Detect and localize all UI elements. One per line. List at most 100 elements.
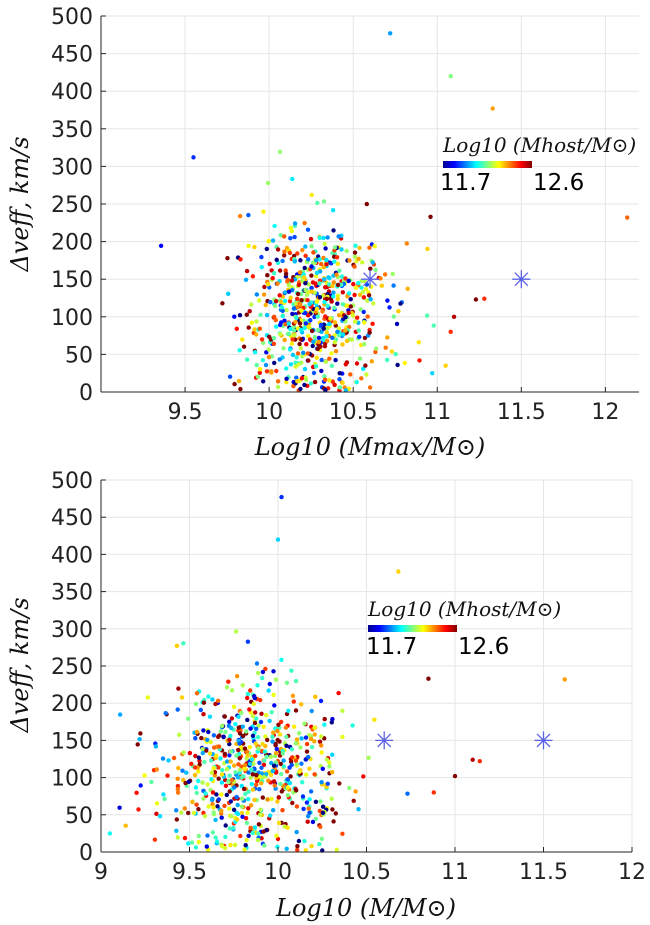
- data-point: [430, 371, 435, 376]
- data-point: [244, 837, 249, 843]
- data-point: [260, 795, 265, 800]
- data-point: [279, 494, 284, 500]
- data-point: [257, 326, 262, 331]
- data-point: [371, 301, 376, 306]
- data-point: [266, 282, 271, 287]
- data-point: [324, 330, 329, 335]
- data-point: [290, 755, 295, 760]
- data-point: [261, 829, 266, 834]
- data-point: [270, 768, 275, 774]
- data-point: [228, 799, 233, 804]
- data-point: [477, 759, 482, 764]
- data-point: [286, 283, 291, 288]
- data-point: [145, 695, 150, 700]
- x-tick-label: 9: [94, 860, 108, 885]
- data-point: [296, 282, 302, 288]
- data-point: [272, 271, 277, 276]
- data-point: [334, 272, 339, 277]
- data-point: [288, 362, 294, 367]
- data-point: [273, 750, 279, 756]
- x-tick-label: 10: [264, 860, 292, 885]
- data-point: [171, 755, 177, 761]
- data-point: [249, 320, 254, 325]
- data-point: [353, 243, 358, 248]
- data-point: [303, 848, 308, 853]
- data-point: [329, 796, 334, 801]
- data-point: [404, 241, 409, 246]
- data-point: [284, 743, 289, 748]
- data-point: [289, 747, 295, 752]
- data-point: [262, 843, 267, 848]
- data-point: [304, 749, 310, 754]
- data-point: [117, 805, 122, 810]
- data-point: [266, 239, 271, 244]
- data-point: [337, 268, 342, 273]
- data-point: [309, 289, 314, 294]
- data-point: [359, 278, 364, 284]
- data-point: [201, 796, 206, 801]
- data-point: [332, 245, 338, 250]
- data-point: [260, 675, 265, 681]
- data-point: [261, 762, 267, 767]
- data-point: [221, 734, 226, 740]
- data-point: [327, 282, 332, 287]
- data-point: [289, 762, 294, 768]
- data-point: [255, 735, 261, 740]
- data-point: [361, 309, 366, 315]
- x-tick-label: 11.5: [519, 860, 568, 885]
- data-point: [357, 356, 363, 361]
- data-point: [322, 241, 327, 246]
- data-point: [283, 725, 289, 730]
- data-point: [276, 795, 281, 800]
- data-point: [186, 779, 191, 784]
- data-point: [297, 769, 302, 774]
- data-point: [302, 265, 307, 271]
- data-point: [239, 775, 244, 780]
- data-point: [357, 292, 363, 297]
- colorbar-title: Log10 (Mhost/M⊙): [367, 597, 561, 621]
- data-point: [283, 290, 288, 295]
- data-point: [271, 808, 276, 813]
- data-point: [270, 276, 275, 281]
- data-point: [366, 293, 372, 298]
- data-point: [285, 825, 290, 830]
- data-point: [314, 258, 319, 263]
- data-point: [482, 296, 487, 301]
- data-point: [347, 785, 352, 791]
- data-point: [177, 732, 182, 737]
- data-point: [213, 817, 218, 823]
- data-point: [275, 799, 280, 804]
- data-point: [287, 347, 293, 352]
- data-point: [287, 299, 293, 304]
- data-point: [312, 379, 318, 385]
- data-point: [373, 267, 378, 272]
- data-point: [275, 537, 281, 542]
- data-point: [238, 745, 244, 750]
- data-point: [304, 741, 310, 747]
- data-point: [318, 322, 324, 328]
- data-point: [278, 781, 283, 787]
- data-point: [259, 711, 264, 716]
- data-point: [340, 708, 345, 713]
- data-point: [264, 712, 269, 718]
- data-point: [175, 776, 180, 781]
- data-point: [309, 843, 314, 849]
- data-point: [272, 303, 278, 309]
- data-point: [244, 268, 250, 274]
- data-point: [186, 841, 191, 846]
- data-point: [216, 797, 221, 802]
- data-point: [277, 357, 282, 362]
- y-tick-label: 400: [51, 80, 93, 105]
- data-point: [451, 314, 457, 319]
- data-point: [327, 764, 332, 769]
- data-point: [223, 777, 228, 783]
- data-point: [301, 806, 306, 812]
- data-point: [182, 806, 187, 811]
- data-point: [259, 781, 264, 786]
- data-point: [243, 277, 249, 282]
- data-point: [303, 244, 308, 249]
- data-point: [317, 295, 323, 300]
- data-point: [165, 773, 170, 778]
- data-point: [304, 342, 309, 347]
- data-point: [282, 337, 287, 343]
